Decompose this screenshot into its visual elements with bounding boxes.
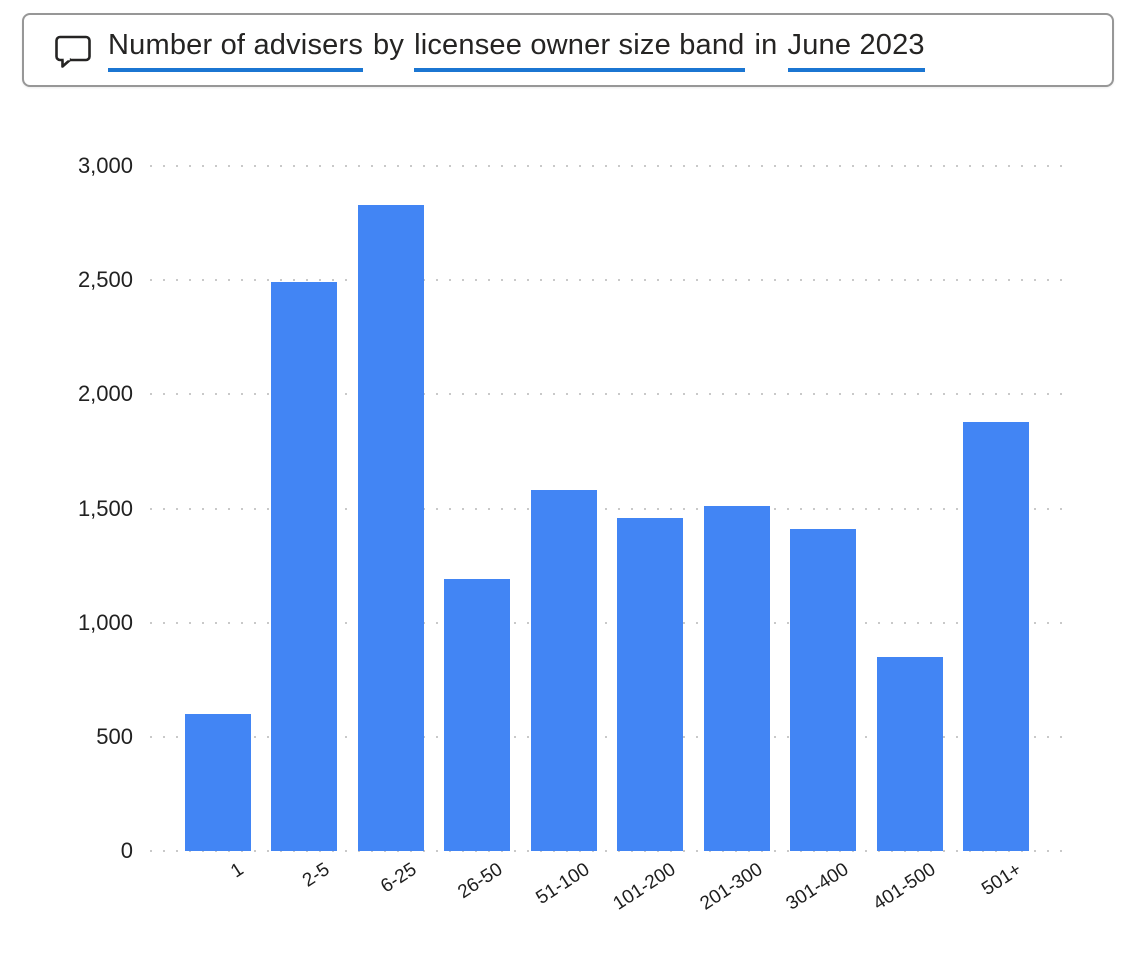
y-axis-tick-label: 1,500 xyxy=(77,495,133,521)
gridline xyxy=(150,393,1062,396)
bar-2-5[interactable] xyxy=(271,282,338,851)
bar-6-25[interactable] xyxy=(357,205,424,851)
x-axis-category-label: 501+ xyxy=(978,859,1026,900)
y-axis-tick-label: 0 xyxy=(120,838,133,863)
qa-connector-word: in xyxy=(754,28,778,61)
gridline xyxy=(150,279,1062,282)
x-axis-category-label: 201-300 xyxy=(696,859,767,915)
gridline xyxy=(150,621,1062,624)
x-axis-category-label: 101-200 xyxy=(609,859,680,915)
bar-1[interactable] xyxy=(185,714,251,851)
qa-term[interactable]: licensee owner size band xyxy=(414,29,745,72)
x-axis-category-label: 1 xyxy=(227,859,248,883)
bar-201-300[interactable] xyxy=(703,506,770,851)
qa-question-text: Number of advisers by licensee owner size … xyxy=(108,29,925,72)
y-axis-tick-label: 3,000 xyxy=(77,153,133,178)
bar-51-100[interactable] xyxy=(530,490,597,851)
x-axis-category-label: 301-400 xyxy=(782,859,853,915)
speech-bubble-icon xyxy=(55,35,91,68)
bars-container xyxy=(185,166,1029,851)
gridline xyxy=(150,507,1062,510)
y-axis-tick-label: 2,000 xyxy=(77,381,133,407)
qa-term[interactable]: Number of advisers xyxy=(108,29,364,72)
gridline xyxy=(150,735,1062,738)
x-axis-category-label: 51-100 xyxy=(532,859,594,909)
y-axis-tick-label: 1,000 xyxy=(77,609,133,635)
qa-question-input[interactable]: Number of advisers by licensee owner size … xyxy=(22,13,1114,87)
y-axis-tick-label: 2,500 xyxy=(77,267,133,293)
bar-501+[interactable] xyxy=(962,422,1029,851)
qa-term[interactable]: June 2023 xyxy=(787,29,925,72)
qa-connector-word: by xyxy=(373,28,405,61)
bar-301-400[interactable] xyxy=(790,529,857,851)
y-axis-tick-label: 500 xyxy=(96,723,133,749)
bar-101-200[interactable] xyxy=(617,518,684,851)
x-axis-category-label: 26-50 xyxy=(454,859,507,904)
gridline xyxy=(150,165,1062,167)
x-axis-category-label: 2-5 xyxy=(299,859,334,892)
bar-401-500[interactable] xyxy=(876,657,943,851)
gridline xyxy=(150,850,1062,852)
x-axis-category-label: 401-500 xyxy=(869,859,939,915)
x-axis-category-label: 6-25 xyxy=(376,859,421,898)
bar-26-50[interactable] xyxy=(444,579,511,851)
